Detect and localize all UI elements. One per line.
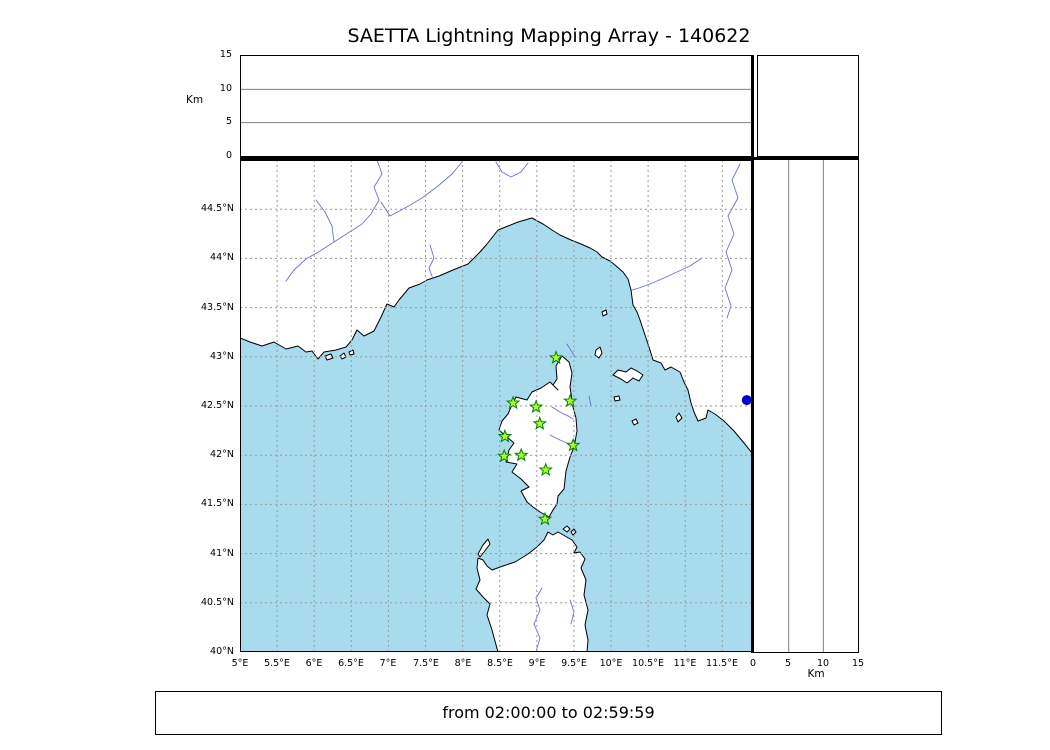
- figure-title: SAETTA Lightning Mapping Array - 140622: [347, 25, 751, 47]
- lon-tick-label: 7.5°E: [413, 658, 439, 669]
- maddalena-island-2: [570, 528, 577, 536]
- station-markers: [496, 350, 752, 526]
- panel-divider-horizontal: [240, 157, 859, 160]
- lat-tick-label: 42.5°N: [200, 400, 234, 411]
- maddalena-island: [562, 525, 571, 533]
- time-window-box: from 02:00:00 to 02:59:59: [155, 691, 942, 735]
- montecristo-island: [631, 418, 639, 426]
- altitude-tick-label: 10: [816, 658, 830, 669]
- lon-tick-label: 9.5°E: [561, 658, 587, 669]
- station-star-marker: [538, 462, 553, 477]
- station-star-marker: [548, 350, 564, 364]
- river: [569, 599, 575, 625]
- lon-tick-label: 9°E: [528, 658, 546, 669]
- lat-tick-label: 40°N: [210, 646, 234, 657]
- lat-tick-label: 41.5°N: [200, 498, 234, 509]
- lat-tick-label: 44.5°N: [200, 203, 234, 214]
- lat-tick-label: 44°N: [210, 252, 234, 263]
- station-star-marker: [565, 437, 581, 452]
- porquerolles-island: [324, 353, 334, 361]
- lon-tick-label: 5°E: [231, 658, 249, 669]
- altitude-tick-label: 15: [219, 49, 232, 60]
- corsica-island: [498, 355, 578, 518]
- altitude-axis-label-bottom: Km: [807, 668, 825, 680]
- map-panel: [239, 159, 753, 653]
- altitude-tick-label: 5: [225, 116, 232, 127]
- capraia-island: [594, 346, 603, 359]
- altitude-tick-label: 0: [225, 150, 232, 161]
- altitude-histogram-panel: [757, 55, 859, 157]
- panel-divider-vertical: [751, 55, 754, 653]
- altitude-latitude-grid: [788, 160, 824, 652]
- gorgona-island: [601, 309, 608, 317]
- elba-island: [612, 367, 644, 384]
- lat-tick-label: 43°N: [210, 351, 234, 362]
- giglio-island: [675, 412, 683, 423]
- sardinia-island: [475, 531, 589, 653]
- river: [588, 395, 592, 407]
- station-star-marker: [528, 399, 544, 414]
- station-star-marker: [513, 447, 529, 462]
- river: [315, 199, 335, 243]
- altitude-axis-label-left: Km: [186, 94, 204, 106]
- river: [285, 159, 383, 282]
- river: [551, 406, 574, 420]
- altitude-tick-label: 10: [219, 83, 232, 94]
- station-star-marker: [497, 428, 513, 443]
- lon-tick-label: 8°E: [454, 658, 472, 669]
- altitude-longitude-panel: [240, 55, 753, 157]
- altitude-tick-label: 5: [784, 658, 792, 669]
- map-border: [240, 160, 752, 652]
- river: [566, 343, 576, 358]
- river: [428, 244, 435, 280]
- lon-tick-label: 5.5°E: [264, 658, 290, 669]
- event-dot-marker: [741, 395, 752, 406]
- lat-tick-label: 42°N: [210, 449, 234, 460]
- map-canvas: [239, 159, 753, 653]
- station-star-marker: [537, 511, 553, 526]
- river: [724, 163, 741, 319]
- river: [631, 257, 703, 291]
- lon-tick-label: 11.5°E: [706, 658, 738, 669]
- altitude-latitude-panel: [753, 159, 859, 653]
- lon-tick-label: 7°E: [379, 658, 397, 669]
- lon-tick-label: 10.5°E: [632, 658, 664, 669]
- altitude-tick-label: 0: [749, 658, 757, 669]
- mainland-france-italy-coast: [239, 159, 753, 454]
- lat-tick-label: 40.5°N: [200, 597, 234, 608]
- lat-tick-label: 43.5°N: [200, 302, 234, 313]
- lon-tick-label: 11°E: [673, 658, 697, 669]
- lon-tick-label: 6.5°E: [338, 658, 364, 669]
- altitude-longitude-grid: [241, 88, 752, 124]
- station-star-marker: [532, 416, 548, 430]
- river: [495, 161, 529, 178]
- lat-tick-label: 41°N: [210, 548, 234, 559]
- lon-tick-label: 10°E: [599, 658, 623, 669]
- station-star-marker: [496, 448, 512, 463]
- pianosa-island: [613, 395, 621, 402]
- land-masses: [239, 159, 753, 653]
- time-window-text: from 02:00:00 to 02:59:59: [442, 703, 655, 722]
- station-star-marker: [505, 395, 521, 410]
- altitude-tick-label: 15: [851, 658, 865, 669]
- asinara-island: [477, 538, 491, 558]
- station-star-marker: [562, 393, 578, 408]
- lon-tick-label: 6°E: [305, 658, 323, 669]
- river: [380, 161, 463, 217]
- lon-tick-label: 8.5°E: [487, 658, 513, 669]
